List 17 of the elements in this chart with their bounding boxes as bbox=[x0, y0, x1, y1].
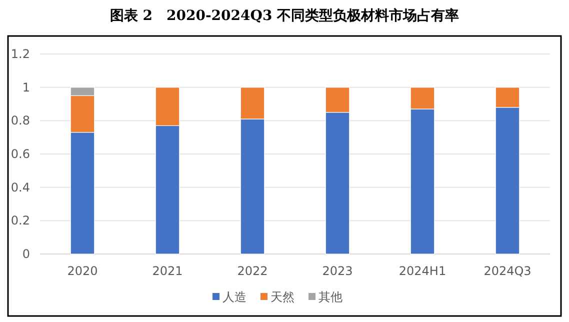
y-tick-label: 1 bbox=[22, 80, 30, 94]
x-tick-label: 2024Q3 bbox=[484, 264, 532, 278]
y-tick-label: 1.2 bbox=[10, 47, 30, 61]
y-tick-label: 0.4 bbox=[10, 180, 30, 194]
legend-label: 人造 bbox=[222, 290, 246, 304]
x-tick-label: 2023 bbox=[322, 264, 353, 278]
y-tick-label: 0 bbox=[22, 247, 30, 261]
y-tick-label: 0.8 bbox=[10, 114, 30, 128]
x-tick-label: 2021 bbox=[152, 264, 183, 278]
y-tick-label: 0.6 bbox=[10, 147, 30, 161]
x-tick-label: 2020 bbox=[67, 264, 98, 278]
x-tick-label: 2024H1 bbox=[398, 264, 446, 278]
legend-label: 天然 bbox=[270, 290, 294, 304]
chart-title: 图表 2 2020-2024Q3 不同类型负极材料市场占有率 bbox=[110, 7, 460, 24]
x-tick-label: 2022 bbox=[237, 264, 268, 278]
legend-label: 其他 bbox=[318, 290, 342, 304]
y-tick-label: 0.2 bbox=[10, 214, 30, 228]
